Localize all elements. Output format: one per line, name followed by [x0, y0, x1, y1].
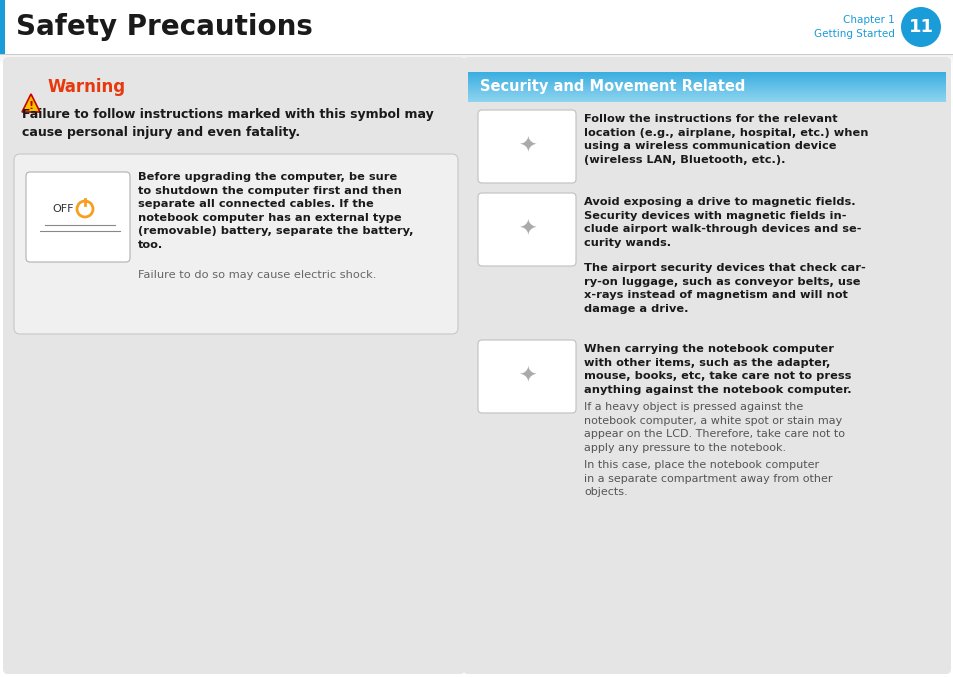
Circle shape	[900, 7, 940, 47]
Text: ✦: ✦	[517, 219, 536, 240]
Bar	[468, 98, 945, 99]
Bar	[468, 88, 945, 89]
FancyBboxPatch shape	[477, 110, 576, 183]
Bar	[468, 87, 945, 88]
Bar	[468, 83, 945, 84]
Text: Warning: Warning	[48, 78, 126, 96]
FancyBboxPatch shape	[477, 340, 576, 413]
Bar	[0, 62, 953, 63]
Text: Failure to follow instructions marked with this symbol may
cause personal injury: Failure to follow instructions marked wi…	[22, 108, 434, 139]
Text: Chapter 1: Chapter 1	[842, 15, 894, 25]
Bar	[0, 60, 953, 61]
Text: Avoid exposing a drive to magnetic fields.
Security devices with magnetic fields: Avoid exposing a drive to magnetic field…	[583, 197, 861, 248]
FancyBboxPatch shape	[3, 57, 464, 674]
FancyBboxPatch shape	[26, 172, 130, 262]
Text: !: !	[29, 101, 33, 111]
Text: Getting Started: Getting Started	[813, 29, 894, 39]
Bar	[468, 76, 945, 77]
Bar	[468, 72, 945, 73]
Bar	[468, 97, 945, 98]
Bar	[468, 94, 945, 95]
Text: Follow the instructions for the relevant
location (e.g., airplane, hospital, etc: Follow the instructions for the relevant…	[583, 114, 867, 165]
Bar	[468, 90, 945, 91]
Bar	[468, 95, 945, 96]
Bar	[468, 101, 945, 102]
Text: In this case, place the notebook computer
in a separate compartment away from ot: In this case, place the notebook compute…	[583, 460, 832, 497]
Text: ✦: ✦	[517, 366, 536, 387]
Bar	[468, 80, 945, 81]
Polygon shape	[22, 94, 40, 112]
FancyBboxPatch shape	[477, 193, 576, 266]
Text: OFF: OFF	[52, 204, 73, 214]
FancyBboxPatch shape	[14, 154, 457, 334]
Text: When carrying the notebook computer
with other items, such as the adapter,
mouse: When carrying the notebook computer with…	[583, 344, 851, 395]
Bar	[468, 78, 945, 79]
Bar	[468, 100, 945, 101]
Bar	[0, 55, 953, 56]
Bar	[468, 91, 945, 92]
Bar	[468, 82, 945, 83]
Bar	[468, 92, 945, 93]
Bar	[468, 79, 945, 80]
Bar	[468, 73, 945, 74]
Bar	[468, 75, 945, 76]
Text: Failure to do so may cause electric shock.: Failure to do so may cause electric shoc…	[138, 270, 376, 280]
Bar	[0, 0, 953, 54]
Text: 11: 11	[907, 18, 933, 36]
Bar	[0, 59, 953, 60]
FancyBboxPatch shape	[462, 57, 950, 674]
Bar	[0, 54, 953, 55]
Text: The airport security devices that check car-
ry-on luggage, such as conveyor bel: The airport security devices that check …	[583, 263, 864, 314]
Bar	[0, 64, 953, 65]
Bar	[468, 93, 945, 94]
Text: Safety Precautions: Safety Precautions	[16, 13, 313, 41]
Bar	[468, 86, 945, 87]
Bar	[0, 0, 5, 54]
Bar	[468, 99, 945, 100]
Text: If a heavy object is pressed against the
notebook computer, a white spot or stai: If a heavy object is pressed against the…	[583, 402, 844, 453]
Bar	[0, 57, 953, 58]
Bar	[468, 77, 945, 78]
Bar	[468, 74, 945, 75]
Bar	[468, 89, 945, 90]
Text: ✦: ✦	[517, 137, 536, 156]
Bar	[468, 81, 945, 82]
Bar	[0, 61, 953, 62]
Text: Before upgrading the computer, be sure
to shutdown the computer first and then
s: Before upgrading the computer, be sure t…	[138, 172, 413, 250]
Text: Security and Movement Related: Security and Movement Related	[479, 79, 744, 95]
Bar	[468, 84, 945, 85]
Bar	[468, 85, 945, 86]
Bar	[0, 58, 953, 59]
Bar	[468, 96, 945, 97]
Bar	[0, 56, 953, 57]
Bar	[0, 63, 953, 64]
